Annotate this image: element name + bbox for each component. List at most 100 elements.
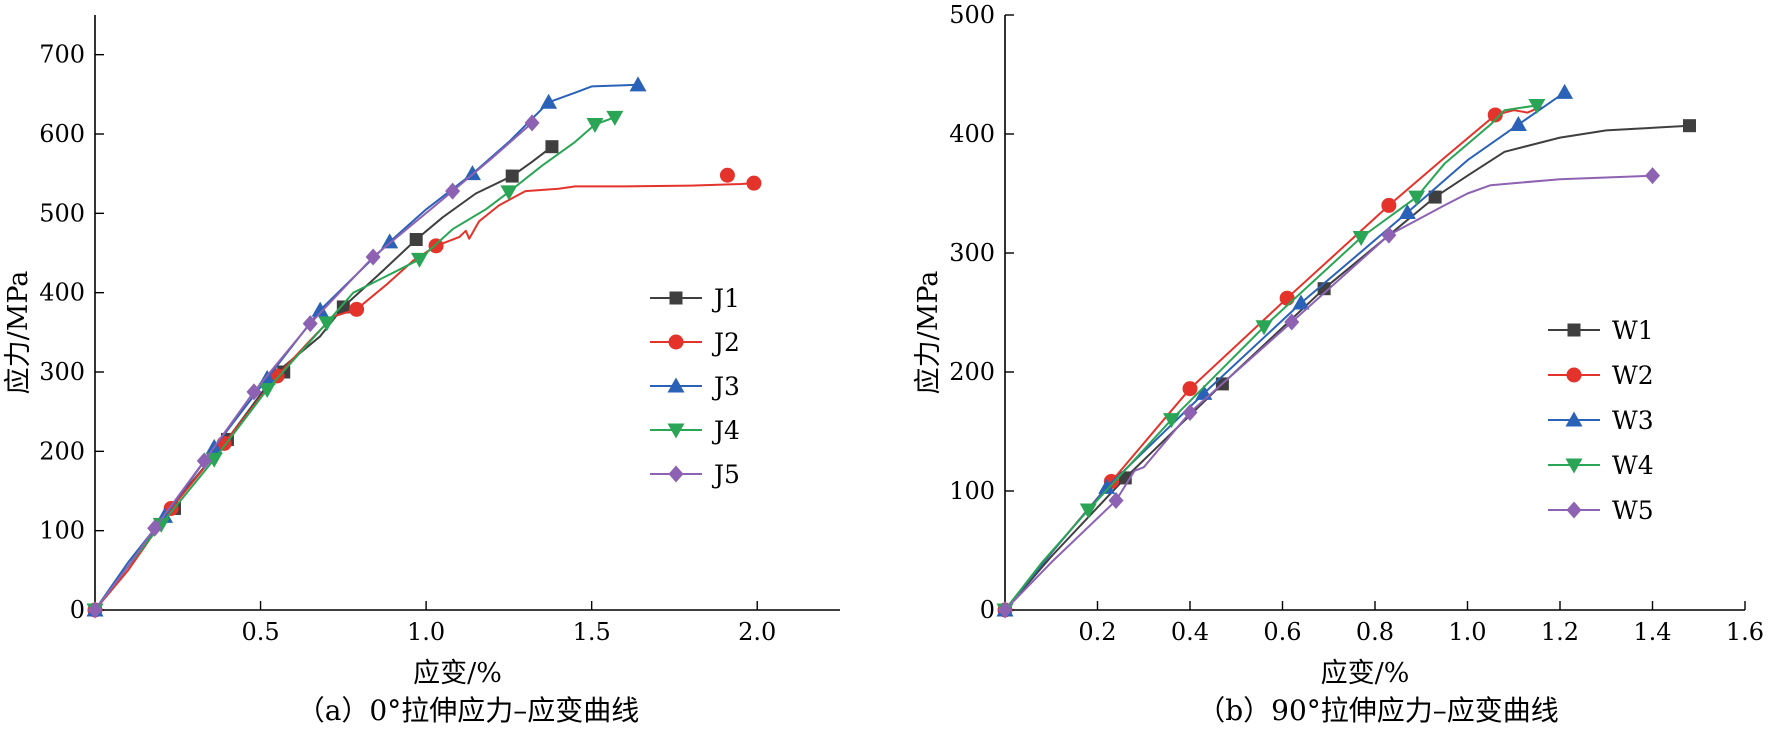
data-point-J1 (545, 140, 559, 154)
series-line-J2 (94, 182, 754, 611)
legend-item-J3: J3 (650, 372, 740, 401)
data-point-J5 (147, 519, 163, 537)
y-tick-label: 700 (39, 41, 85, 69)
data-point-W5 (997, 601, 1013, 619)
data-point-J4 (258, 382, 276, 398)
data-point-W5 (1284, 313, 1300, 331)
data-point-J4 (410, 252, 428, 268)
y-tick-label: 500 (949, 1, 995, 29)
data-point-J1 (505, 169, 519, 183)
series-line-J1 (94, 145, 553, 611)
data-point-J3 (311, 301, 329, 317)
data-point-J5 (87, 601, 103, 619)
series-line-W1 (1004, 124, 1690, 611)
data-point-J5 (524, 114, 540, 132)
data-point-W1 (1683, 119, 1696, 133)
data-point-J3 (540, 93, 558, 109)
y-tick-label: 300 (39, 358, 85, 386)
y-tick-label: 300 (949, 239, 995, 267)
data-point-J2 (746, 175, 762, 191)
y-tick-label: 200 (949, 358, 995, 386)
legend-label: J1 (711, 284, 740, 313)
data-point-W4 (1352, 231, 1370, 247)
series-line-W5 (1004, 174, 1653, 611)
data-point-J5 (445, 182, 461, 200)
data-point-J2 (719, 167, 735, 183)
legend-marker (1567, 323, 1581, 337)
data-point-W2 (1182, 381, 1198, 397)
x-tick-label: 1.0 (407, 618, 445, 646)
legend-label: W1 (1612, 316, 1654, 345)
y-tick-label: 600 (39, 120, 85, 148)
data-point-W3 (1556, 83, 1574, 99)
x-tick-label: 1.2 (1541, 618, 1579, 646)
legend-item-J2: J2 (650, 328, 740, 357)
data-point-J4 (205, 452, 223, 468)
data-point-J5 (302, 315, 318, 333)
data-point-J4 (586, 117, 604, 133)
data-point-W4 (1528, 98, 1546, 114)
x-tick-label: 0.5 (241, 618, 279, 646)
y-tick-label: 0 (980, 596, 995, 624)
data-point-W5 (1645, 167, 1660, 185)
legend-label: J5 (711, 460, 740, 489)
legend-item-W2: W2 (1548, 361, 1654, 390)
legend-item-J4: J4 (650, 416, 740, 445)
figure-caption: （a）0°拉伸应力–应变曲线 (297, 694, 640, 727)
series-line-J4 (94, 116, 616, 611)
legend-marker (668, 334, 684, 350)
chart-panel-b: 0 100 200 300 400 500 0.2 0.4 0.6 0.8 1.0 1.2 1.4 1.6… (913, 1, 1764, 727)
y-tick-label: 400 (949, 120, 995, 148)
x-tick-label: 2.0 (738, 618, 776, 646)
legend-label: W4 (1612, 451, 1654, 480)
legend-marker (1565, 411, 1583, 427)
series-J1 (88, 140, 559, 617)
figure-caption: （b）90°拉伸应力–应变曲线 (1197, 694, 1559, 727)
series-line-J5 (94, 122, 533, 611)
x-tick-label: 0.2 (1078, 618, 1116, 646)
y-tick-label: 400 (39, 279, 85, 307)
y-tick-label: 100 (949, 477, 995, 505)
series-W2 (997, 105, 1542, 618)
data-point-W5 (1381, 226, 1397, 244)
data-point-W1 (1428, 190, 1442, 204)
x-tick-label: 0.8 (1356, 618, 1394, 646)
data-point-W3 (1398, 204, 1416, 220)
series-W4 (996, 98, 1546, 619)
legend-marker (1565, 458, 1583, 474)
y-tick-label: 500 (39, 199, 85, 227)
data-point-J1 (409, 233, 423, 247)
legend-item-W5: W5 (1548, 496, 1654, 525)
x-axis-title: 应变/% (413, 658, 502, 689)
x-tick-label: 0.4 (1171, 618, 1209, 646)
legend-marker (669, 291, 683, 305)
data-point-J4 (500, 185, 518, 201)
data-point-W3 (1292, 294, 1310, 310)
legend-label: W3 (1612, 406, 1654, 435)
data-point-J3 (381, 233, 399, 249)
legend-label: J4 (711, 416, 740, 445)
legend-item-J5: J5 (650, 460, 740, 489)
data-point-J5 (196, 452, 212, 470)
chart-panel-a: 0 100 200 300 400 500 600 700 0.5 1.0 1.5 2.0 应变/% 应力… (3, 15, 840, 727)
series-W5 (997, 167, 1660, 619)
data-point-W4 (1079, 503, 1097, 519)
data-point-J4 (318, 316, 336, 332)
x-tick-label: 0.6 (1263, 618, 1301, 646)
data-point-J5 (246, 383, 262, 401)
data-point-W4 (1163, 413, 1180, 429)
series-line-W3 (1004, 91, 1566, 611)
x-tick-label: 1.4 (1633, 618, 1671, 646)
data-point-W2 (1381, 197, 1397, 213)
data-point-W5 (1108, 492, 1124, 510)
series-J3 (86, 76, 647, 617)
y-tick-label: 200 (39, 437, 85, 465)
legend-item-J1: J1 (650, 284, 740, 313)
legend-item-W1: W1 (1548, 316, 1654, 345)
data-point-W4 (1408, 190, 1426, 206)
legend-marker (1566, 367, 1582, 383)
legend-marker (1566, 501, 1582, 519)
series-J4 (86, 110, 624, 619)
x-axis-title: 应变/% (1321, 658, 1410, 689)
series-W1 (998, 119, 1696, 617)
